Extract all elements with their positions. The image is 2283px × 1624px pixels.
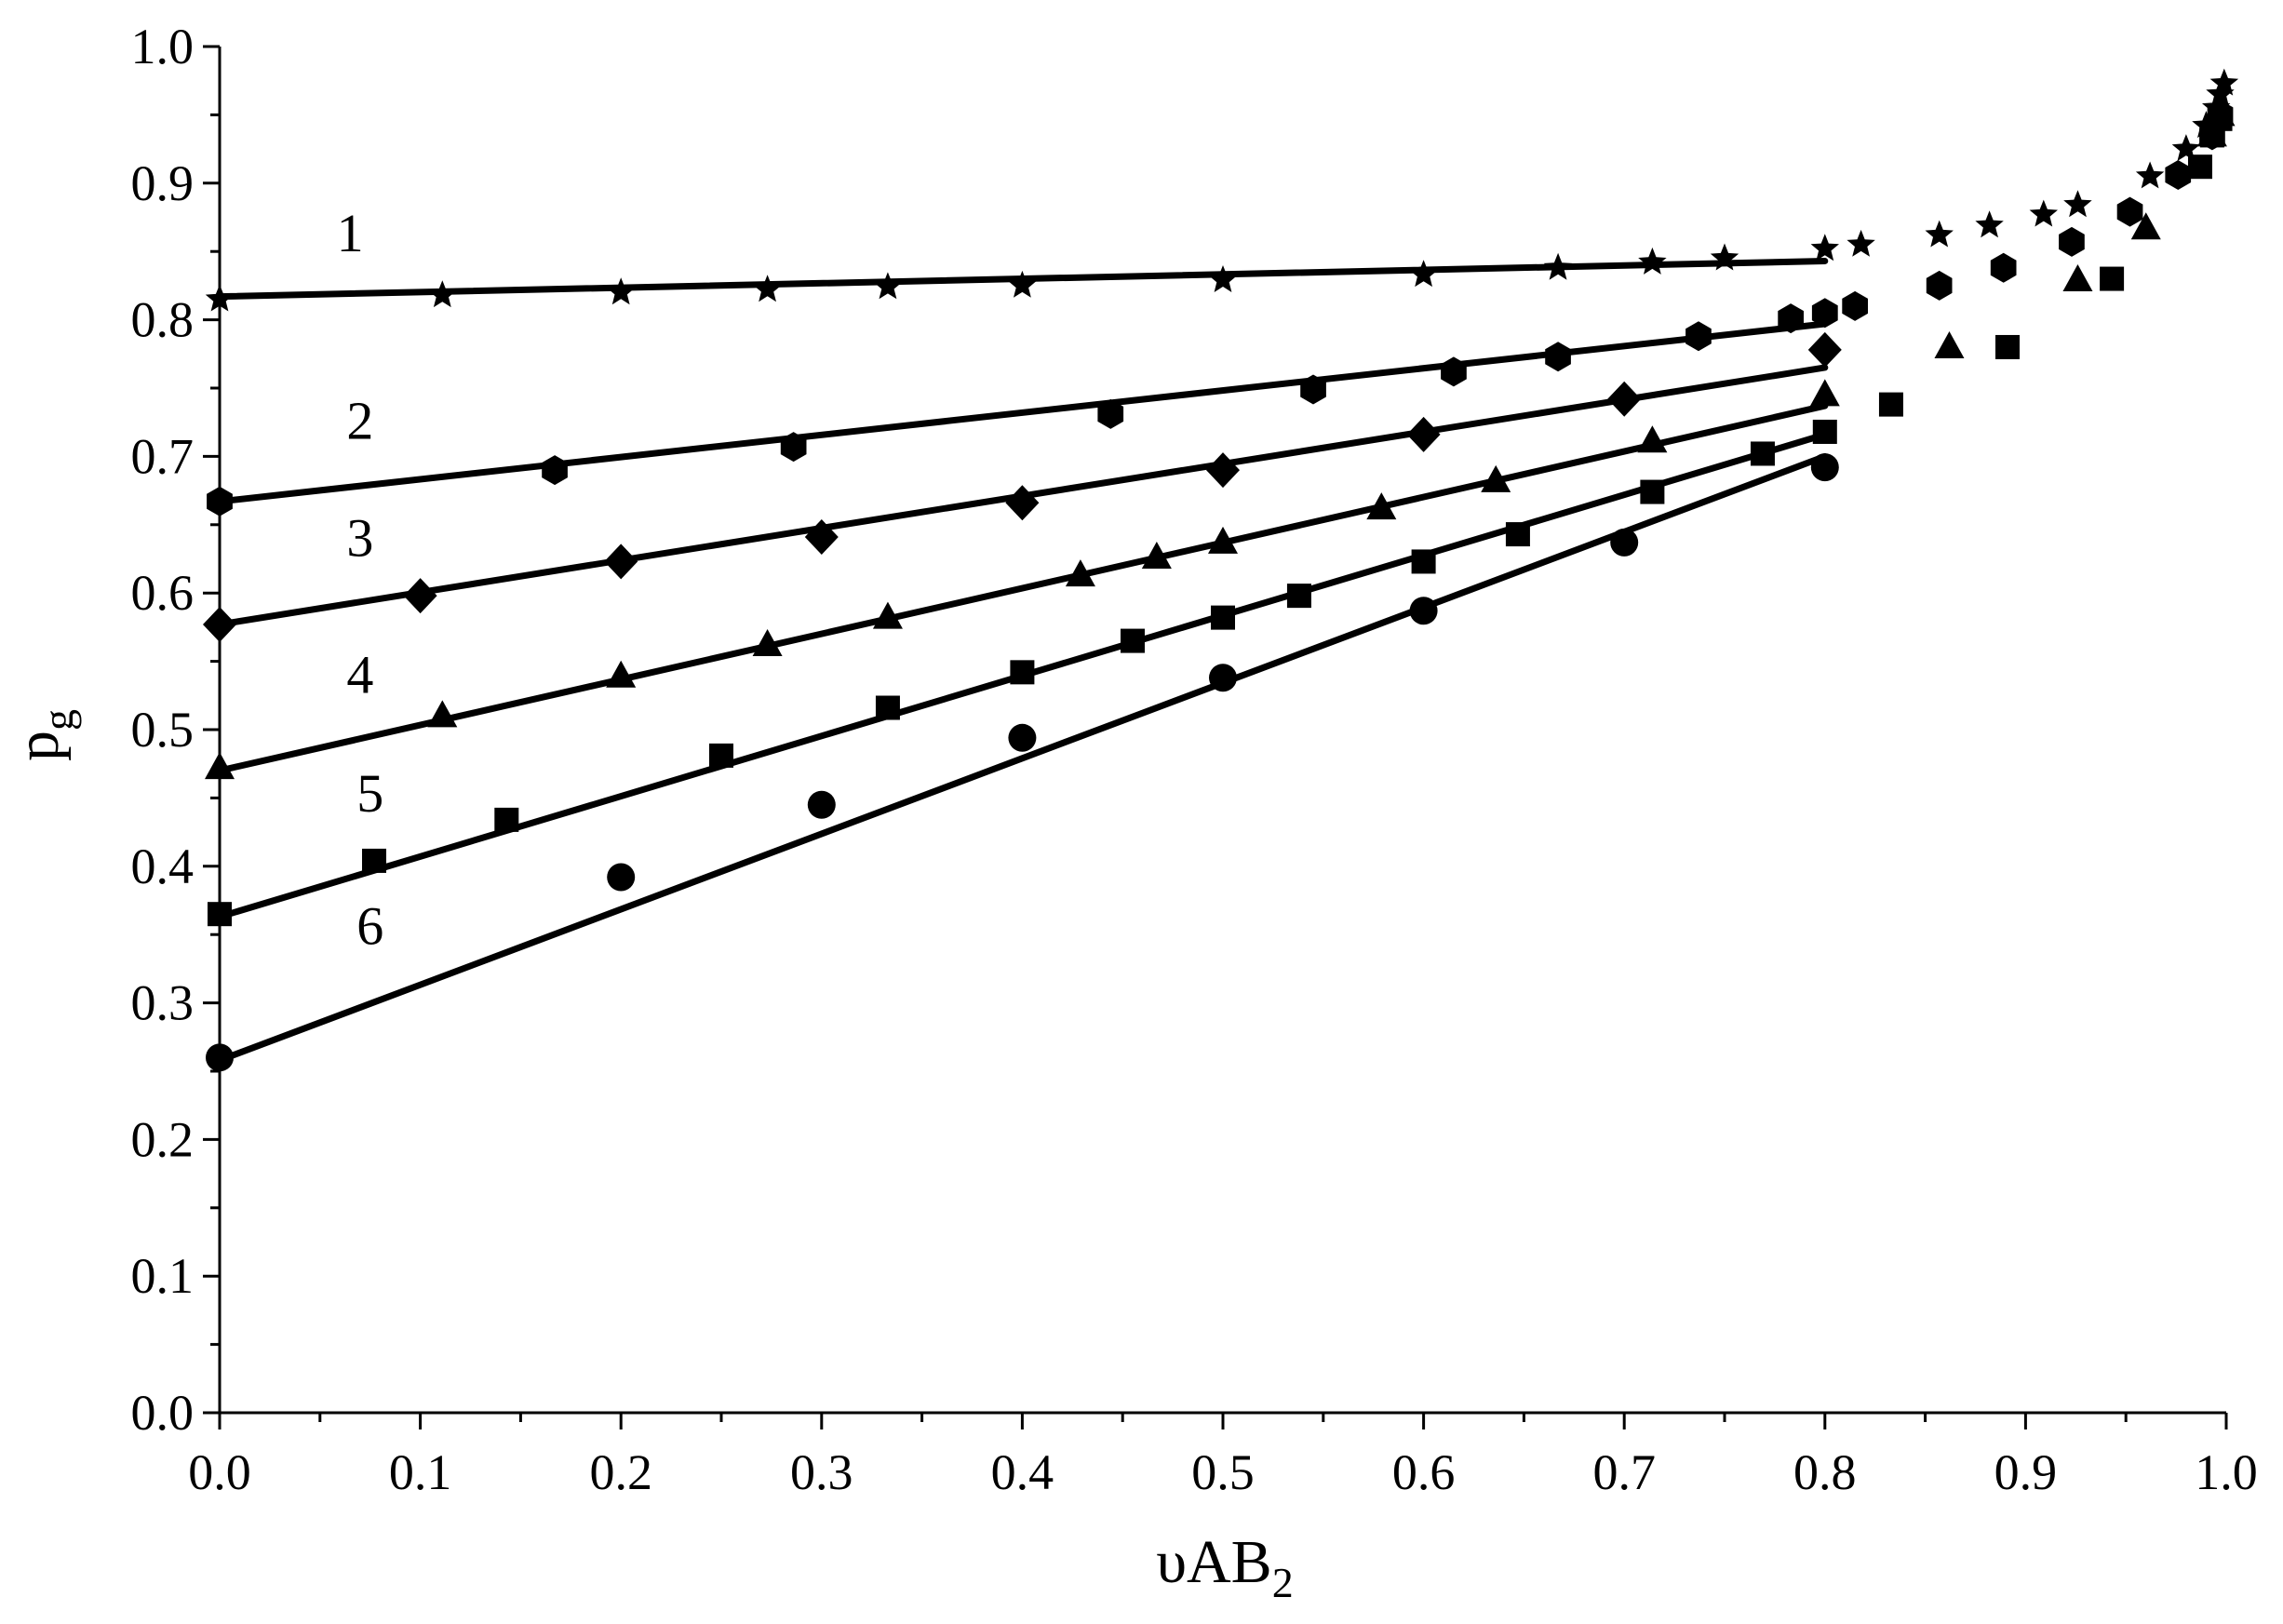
diamond-marker — [403, 578, 437, 614]
y-axis-title-main: p — [4, 731, 72, 761]
star-marker — [1810, 234, 1839, 262]
hexagon-marker — [1842, 290, 1868, 321]
diamond-marker — [1005, 485, 1040, 521]
star-marker — [1710, 243, 1739, 271]
fit-line-2 — [216, 320, 1829, 505]
x-tick-label: 0.9 — [1994, 1444, 2058, 1500]
y-tick-label: 0.9 — [131, 155, 195, 211]
square-marker — [1878, 392, 1903, 417]
y-axis-title-subscript: g — [34, 709, 82, 731]
x-tick-label: 0.0 — [188, 1444, 251, 1500]
square-marker — [2187, 154, 2212, 180]
axes: 0.0 0.1 0.2 0.3 0.4 0.5 0.6 0.7 0.8 0.9 1.0 0.0 0.1 0… — [131, 19, 2258, 1500]
star-marker — [753, 275, 782, 302]
y-tick-label: 0.1 — [131, 1248, 195, 1304]
star-marker — [1208, 265, 1238, 292]
square-marker — [2100, 266, 2125, 291]
curve-label-5: 5 — [356, 763, 383, 824]
star-marker — [1409, 260, 1438, 288]
star-marker — [1975, 210, 2004, 238]
data-points-layer — [203, 68, 2239, 1072]
y-tick-label: 0.6 — [131, 565, 195, 621]
star-marker — [2171, 134, 2201, 161]
x-tick-label: 1.0 — [2195, 1444, 2258, 1500]
circle-marker — [807, 790, 836, 819]
x-tick-label: 0.8 — [1793, 1444, 1857, 1500]
diamond-marker — [1807, 331, 1842, 368]
y-tick-label: 0.2 — [131, 1111, 195, 1167]
fit-line-3 — [216, 364, 1829, 628]
triangle-marker — [1934, 330, 1965, 358]
curve-label-4: 4 — [346, 644, 373, 705]
star-marker — [2135, 161, 2165, 189]
y-tick-label: 0.8 — [131, 292, 195, 348]
curve-label-2: 2 — [346, 390, 373, 450]
diamond-marker — [1206, 452, 1240, 489]
star-marker — [1847, 229, 1875, 257]
star-marker — [607, 277, 636, 305]
fit-line-6 — [216, 452, 1829, 1064]
square-marker — [2208, 106, 2233, 131]
star-marker — [873, 272, 903, 300]
circle-marker — [607, 863, 636, 892]
x-tick-label: 0.3 — [790, 1444, 853, 1500]
x-axis-title-main: υAB — [1156, 1528, 1271, 1596]
curve-label-6: 6 — [356, 895, 383, 956]
hexagon-marker — [1811, 298, 1838, 329]
circle-marker — [1008, 723, 1037, 752]
fit-line-5 — [216, 431, 1829, 920]
star-marker — [1638, 247, 1667, 275]
x-tick-label: 0.5 — [1191, 1444, 1255, 1500]
x-axis-title-subscript: 2 — [1272, 1559, 1294, 1606]
x-tick-label: 0.7 — [1592, 1444, 1656, 1500]
y-tick-label: 0.0 — [131, 1385, 195, 1441]
y-tick-label: 0.7 — [131, 428, 195, 484]
triangle-marker — [2130, 212, 2161, 240]
y-tick-label: 1.0 — [131, 19, 195, 74]
hexagon-marker — [1990, 252, 2017, 283]
triangle-marker — [2062, 264, 2093, 292]
x-tick-label: 0.4 — [991, 1444, 1054, 1500]
star-marker — [1008, 270, 1037, 298]
star-marker — [2029, 199, 2058, 227]
hexagon-marker — [2116, 196, 2143, 227]
triangle-marker — [1809, 379, 1840, 407]
curve-labels-layer: 1 2 3 4 5 6 — [337, 203, 384, 956]
y-axis-title: pg — [4, 709, 82, 761]
star-marker — [1925, 220, 1954, 248]
hexagon-marker — [542, 455, 568, 486]
x-tick-label: 0.6 — [1392, 1444, 1456, 1500]
x-tick-label: 0.2 — [589, 1444, 652, 1500]
x-tick-label: 0.1 — [389, 1444, 452, 1500]
x-axis-title: υAB2 — [1156, 1528, 1293, 1606]
star-marker — [2063, 190, 2092, 218]
curve-label-3: 3 — [346, 508, 373, 569]
star-marker — [2206, 79, 2235, 107]
hexagon-marker — [2059, 226, 2085, 257]
hexagon-marker — [2165, 160, 2192, 190]
fit-line-1 — [216, 257, 1829, 301]
curve-label-1: 1 — [337, 203, 364, 263]
star-marker — [2209, 68, 2239, 96]
y-tick-label: 0.4 — [131, 839, 195, 894]
y-tick-label: 0.5 — [131, 702, 195, 758]
square-marker — [1994, 334, 2020, 359]
y-tick-label: 0.3 — [131, 975, 195, 1031]
fit-line-4 — [216, 402, 1829, 774]
hexagon-marker — [1926, 270, 1953, 301]
fit-lines-layer — [216, 257, 1829, 1064]
